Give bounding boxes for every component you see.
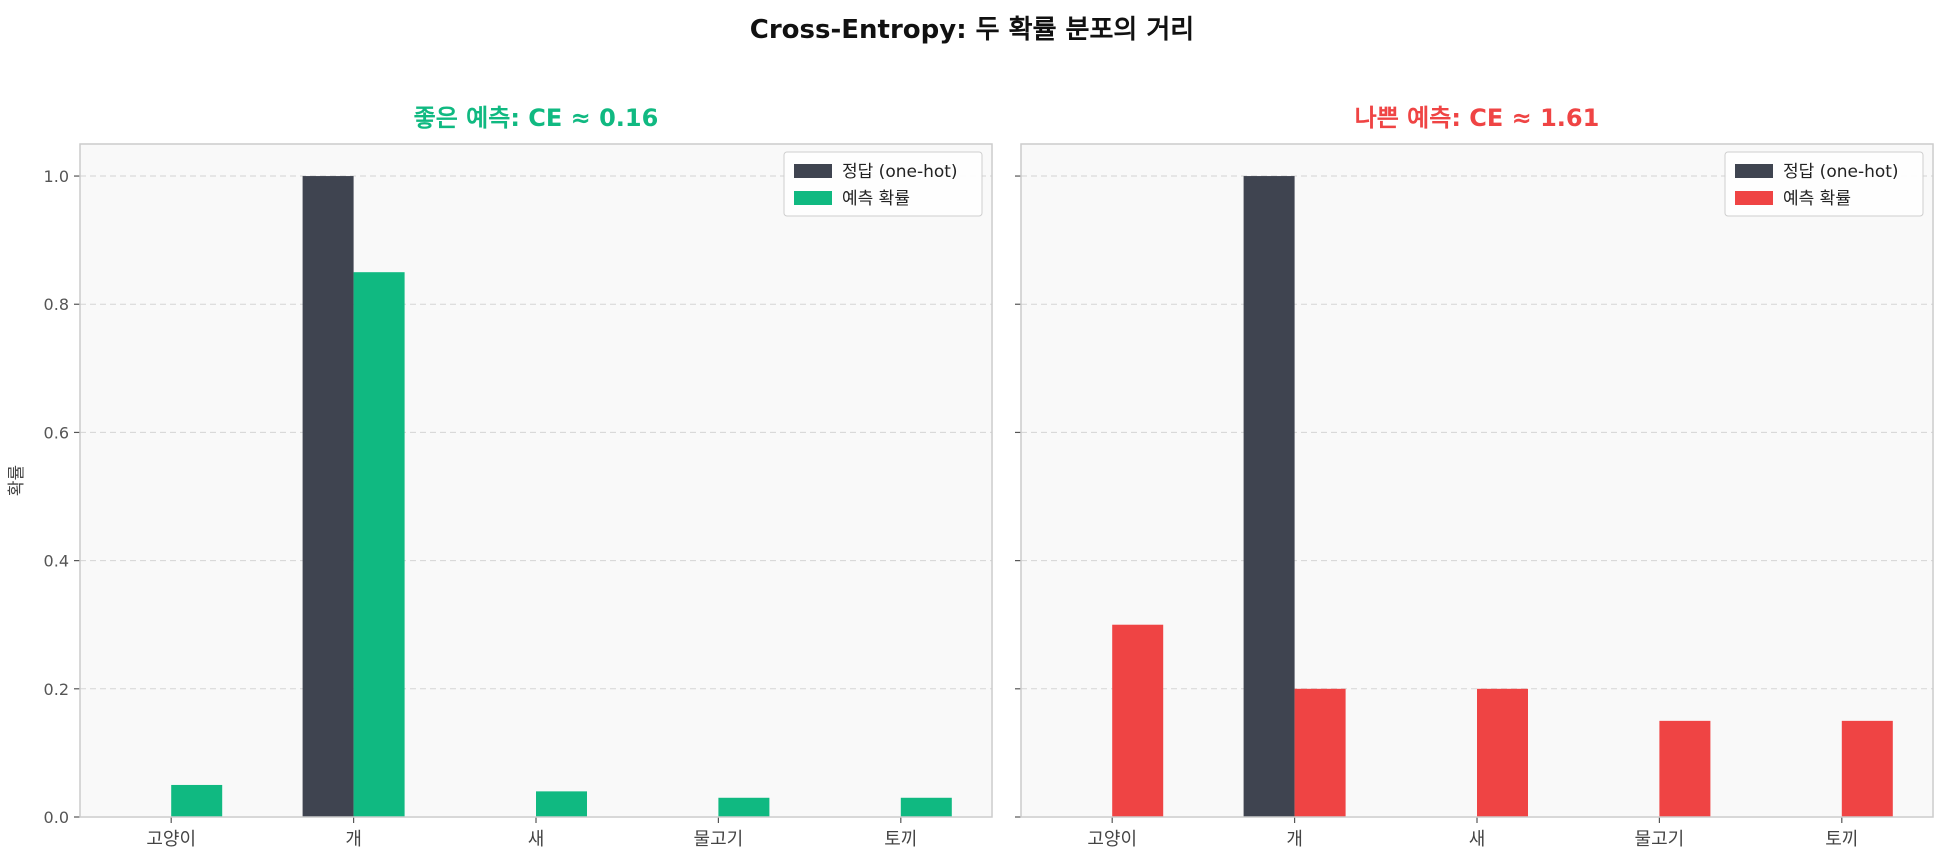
y-tick-label: 0.8 xyxy=(44,295,69,314)
x-tick-label: 개 xyxy=(1286,829,1303,850)
bar-predicted-2 xyxy=(536,791,587,817)
legend-label: 예측 확률 xyxy=(842,189,910,209)
x-tick-label: 토끼 xyxy=(884,829,917,850)
bar-predicted-2 xyxy=(1477,688,1528,817)
y-tick-label: 1.0 xyxy=(44,167,69,186)
y-tick-label: 0.0 xyxy=(44,808,69,827)
chart-panel-good: 좋은 예측: CE ≈ 0.16 0.0 0.2 0.4 0.6 0.8 1.0 고양이 개 새 물… xyxy=(7,104,993,850)
x-tick-label: 새 xyxy=(528,829,545,850)
x-tick-label: 토끼 xyxy=(1825,829,1858,850)
figure-title: Cross-Entropy: 두 확률 분포의 거리 xyxy=(750,15,1194,45)
legend-label: 예측 확률 xyxy=(1783,189,1851,209)
chart-panel-bad: 나쁜 예측: CE ≈ 1.61 고양이 개 새 물고기 토끼 정답 (one-hot) 예측… xyxy=(1015,104,1934,850)
bar-predicted-1 xyxy=(1294,688,1346,817)
plot-area xyxy=(80,144,992,817)
legend-swatch xyxy=(1735,164,1773,178)
bar-predicted-3 xyxy=(718,797,770,817)
legend-label: 정답 (one-hot) xyxy=(842,162,958,182)
bar-ground-truth-1 xyxy=(1243,176,1295,818)
plot-frame xyxy=(79,143,993,818)
bar-predicted-0 xyxy=(1112,624,1164,817)
legend-swatch xyxy=(794,191,832,205)
x-tick-label: 개 xyxy=(345,829,362,850)
y-tick-label: 0.2 xyxy=(44,680,69,699)
bar-ground-truth-1 xyxy=(302,176,354,818)
legend xyxy=(783,151,983,217)
legend-swatch xyxy=(1735,191,1773,205)
x-tick-label: 고양이 xyxy=(146,829,196,850)
panel-title: 나쁜 예측: CE ≈ 1.61 xyxy=(1355,104,1600,132)
legend xyxy=(1724,151,1924,217)
x-tick-label: 물고기 xyxy=(694,829,744,850)
bar-predicted-1 xyxy=(353,272,405,817)
panel-title: 좋은 예측: CE ≈ 0.16 xyxy=(414,104,659,132)
legend-swatch xyxy=(794,164,832,178)
legend-label: 정답 (one-hot) xyxy=(1783,162,1899,182)
bar-predicted-4 xyxy=(1841,720,1893,817)
plot-frame xyxy=(1020,143,1934,818)
bar-predicted-4 xyxy=(900,797,952,817)
x-tick-label: 새 xyxy=(1469,829,1486,850)
y-tick-label: 0.6 xyxy=(44,423,69,442)
y-axis-label: 확률 xyxy=(7,465,27,496)
x-tick-label: 물고기 xyxy=(1635,829,1685,850)
x-tick-label: 고양이 xyxy=(1087,829,1137,850)
y-tick-label: 0.4 xyxy=(44,552,69,571)
bar-predicted-3 xyxy=(1659,720,1711,817)
bar-predicted-0 xyxy=(171,784,223,817)
